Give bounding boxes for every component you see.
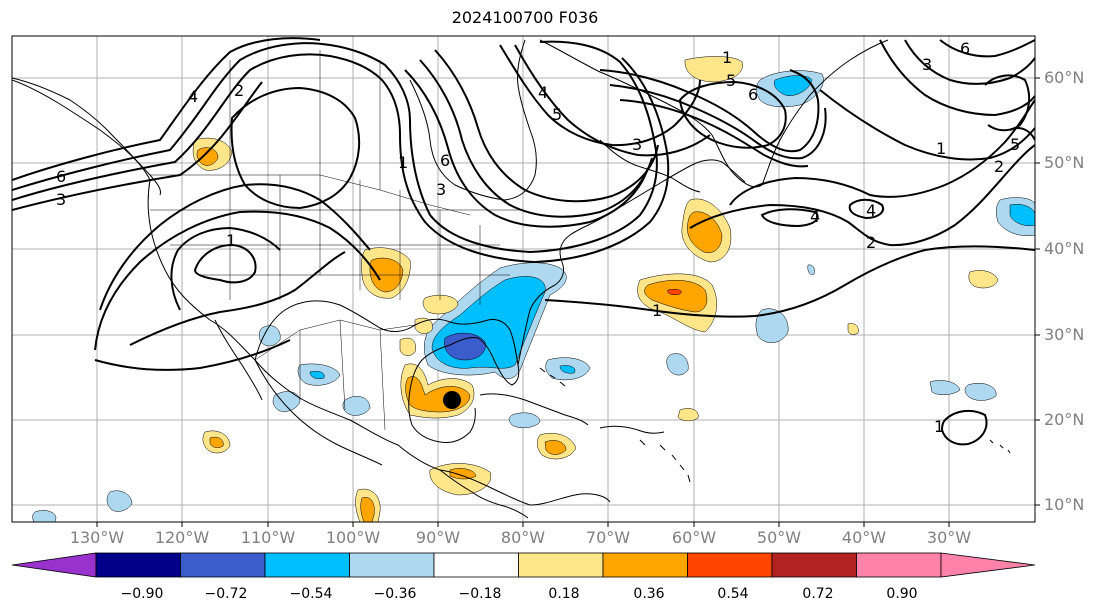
colorbar-swatch	[349, 552, 435, 578]
contour-label-group: 6 3 4 2 1 1 6 3 5 4 6 5 3 4 1 2 5 1 6 3 …	[56, 39, 1020, 436]
contour-label: 5	[552, 105, 562, 124]
contour-label: 2	[234, 81, 244, 100]
colorbar-tick-label: 0.36	[633, 586, 665, 602]
alaska-coast	[12, 77, 161, 196]
labrador-coast	[599, 139, 701, 193]
strong-negative-core	[444, 332, 486, 361]
lon-label: 40°W	[841, 528, 887, 547]
north-america-coast	[12, 79, 611, 506]
colorbar	[11, 552, 1036, 578]
colorbar-tick-label: −0.36	[373, 586, 417, 602]
lon-label: 30°W	[926, 528, 972, 547]
baja-california	[214, 319, 263, 401]
lon-label: 100°W	[325, 528, 381, 547]
contour-label: 1	[652, 301, 662, 320]
anomaly-fill	[32, 56, 1035, 522]
lat-label: 50°N	[1044, 153, 1085, 172]
contour-label: 1	[934, 417, 944, 436]
colorbar-tick-label: 0.90	[886, 586, 918, 602]
storm-center-marker	[443, 391, 461, 409]
contour-label: 2	[994, 157, 1004, 176]
contour-lines	[12, 37, 1035, 446]
central-america	[439, 469, 529, 519]
hispaniola	[599, 425, 665, 434]
lon-label: 80°W	[500, 528, 546, 547]
contour-label: 6	[440, 151, 450, 170]
map-title: 2024100700 F036	[451, 8, 599, 27]
lat-label: 40°N	[1044, 239, 1085, 258]
contour-label: 5	[1010, 135, 1020, 154]
colorbar-tick-label: −0.90	[120, 586, 164, 602]
contour-label: 3	[922, 55, 932, 74]
contour-label: 4	[866, 201, 876, 220]
bahamas	[539, 367, 566, 387]
greenland-coast	[539, 39, 889, 188]
positive-anomaly-north	[684, 56, 743, 83]
contour-label: 4	[188, 87, 198, 106]
lon-label: 50°W	[756, 528, 802, 547]
lat-label: 30°N	[1044, 325, 1085, 344]
contour-label: 6	[56, 167, 66, 186]
colorbar-tick-label: −0.18	[458, 586, 502, 602]
political-borders	[150, 50, 520, 431]
colorbar-tick-label: 0.54	[717, 586, 749, 602]
contour-label: 2	[866, 233, 876, 252]
colorbar-tick-label: 0.18	[548, 586, 580, 602]
lon-label: 90°W	[415, 528, 461, 547]
contour-label: 6	[960, 39, 970, 58]
colorbar-swatch	[11, 552, 97, 578]
colorbar-swatch	[180, 552, 266, 578]
colorbar-tick-label: 0.72	[802, 586, 834, 602]
colorbar-swatch	[95, 552, 181, 578]
contour-label: 4	[810, 207, 820, 226]
map-area: 6 3 4 2 1 1 6 3 5 4 6 5 3 4 1 2 5 1 6 3 …	[12, 36, 1035, 522]
lat-label: 10°N	[1044, 495, 1085, 514]
cuba	[479, 393, 589, 426]
colorbar-swatch	[940, 552, 1036, 578]
lat-label: 60°N	[1044, 68, 1085, 87]
colorbar-swatch	[433, 552, 519, 578]
lon-label: 110°W	[240, 528, 296, 547]
lon-label: 70°W	[585, 528, 631, 547]
gulf-coast	[254, 300, 520, 443]
graticule	[12, 36, 1035, 522]
contour-label: 1	[722, 48, 732, 67]
contour-label: 3	[436, 180, 446, 199]
colorbar-swatch	[856, 552, 942, 578]
colorbar-tick-label: −0.72	[204, 586, 248, 602]
islands-caribbean	[639, 439, 691, 483]
contour-label: 3	[632, 135, 642, 154]
mexico-west	[254, 359, 383, 466]
lon-label: 130°W	[69, 528, 125, 547]
contour-label: 6	[748, 85, 758, 104]
colorbar-swatch	[602, 552, 688, 578]
colorbar-swatch	[771, 552, 857, 578]
lon-label: 60°W	[671, 528, 717, 547]
lon-ticks	[96, 522, 950, 527]
azores	[989, 439, 1011, 454]
contour-label: 5	[726, 71, 736, 90]
colorbar-swatch	[518, 552, 604, 578]
colorbar-swatch	[687, 552, 773, 578]
contour-label: 1	[936, 139, 946, 158]
lat-ticks	[1035, 77, 1040, 506]
hudson-bay	[409, 39, 537, 201]
contour-label: 3	[56, 190, 66, 209]
colorbar-swatch	[264, 552, 350, 578]
contour-label: 4	[538, 83, 548, 102]
contour-label: 1	[398, 153, 408, 172]
lat-label: 20°N	[1044, 410, 1085, 429]
colorbar-tick-label: −0.54	[289, 586, 333, 602]
lon-label: 120°W	[154, 528, 210, 547]
contour-label: 1	[226, 231, 236, 250]
